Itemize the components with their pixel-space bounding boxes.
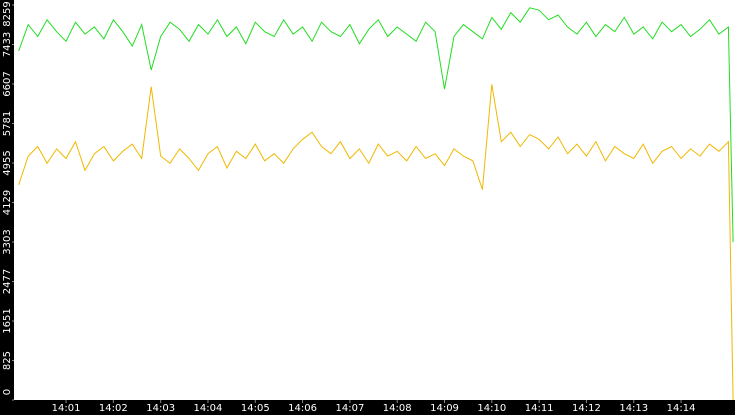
x-tick-label: 14:10 xyxy=(477,403,506,414)
y-tick-label: 4955 xyxy=(2,150,13,175)
x-tick-label: 14:03 xyxy=(146,403,175,414)
x-tick-label: 14:06 xyxy=(288,403,317,414)
y-tick-label: 8259 xyxy=(2,1,13,26)
y-tick-label: 6607 xyxy=(2,71,13,96)
y-tick-label: 825 xyxy=(2,351,13,370)
x-tick-label: 14:01 xyxy=(52,403,81,414)
x-tick-label: 14:12 xyxy=(572,403,601,414)
y-tick-label: 4129 xyxy=(2,190,13,215)
series-line xyxy=(18,7,734,243)
y-tick-label: 5781 xyxy=(2,111,13,136)
x-tick-label: 14:13 xyxy=(619,403,648,414)
x-tick-label: 14:02 xyxy=(99,403,128,414)
x-tick-label: 14:07 xyxy=(335,403,364,414)
x-tick-label: 14:09 xyxy=(430,403,459,414)
y-tick-label: 7433 xyxy=(2,32,13,57)
y-tick-label: 1651 xyxy=(2,308,13,333)
y-axis-band xyxy=(0,0,14,415)
plot-area xyxy=(14,0,735,400)
x-tick-label: 14:05 xyxy=(241,403,270,414)
y-tick-label: 3303 xyxy=(2,229,13,254)
x-tick-label: 14:04 xyxy=(194,403,223,414)
x-tick-label: 14:08 xyxy=(383,403,412,414)
y-tick-label: 0 xyxy=(2,389,13,395)
y-tick-label: 2477 xyxy=(2,269,13,294)
x-axis-band xyxy=(0,400,735,415)
x-tick-label: 14:11 xyxy=(525,403,554,414)
series-line xyxy=(18,84,734,401)
x-tick-label: 14:14 xyxy=(667,403,696,414)
